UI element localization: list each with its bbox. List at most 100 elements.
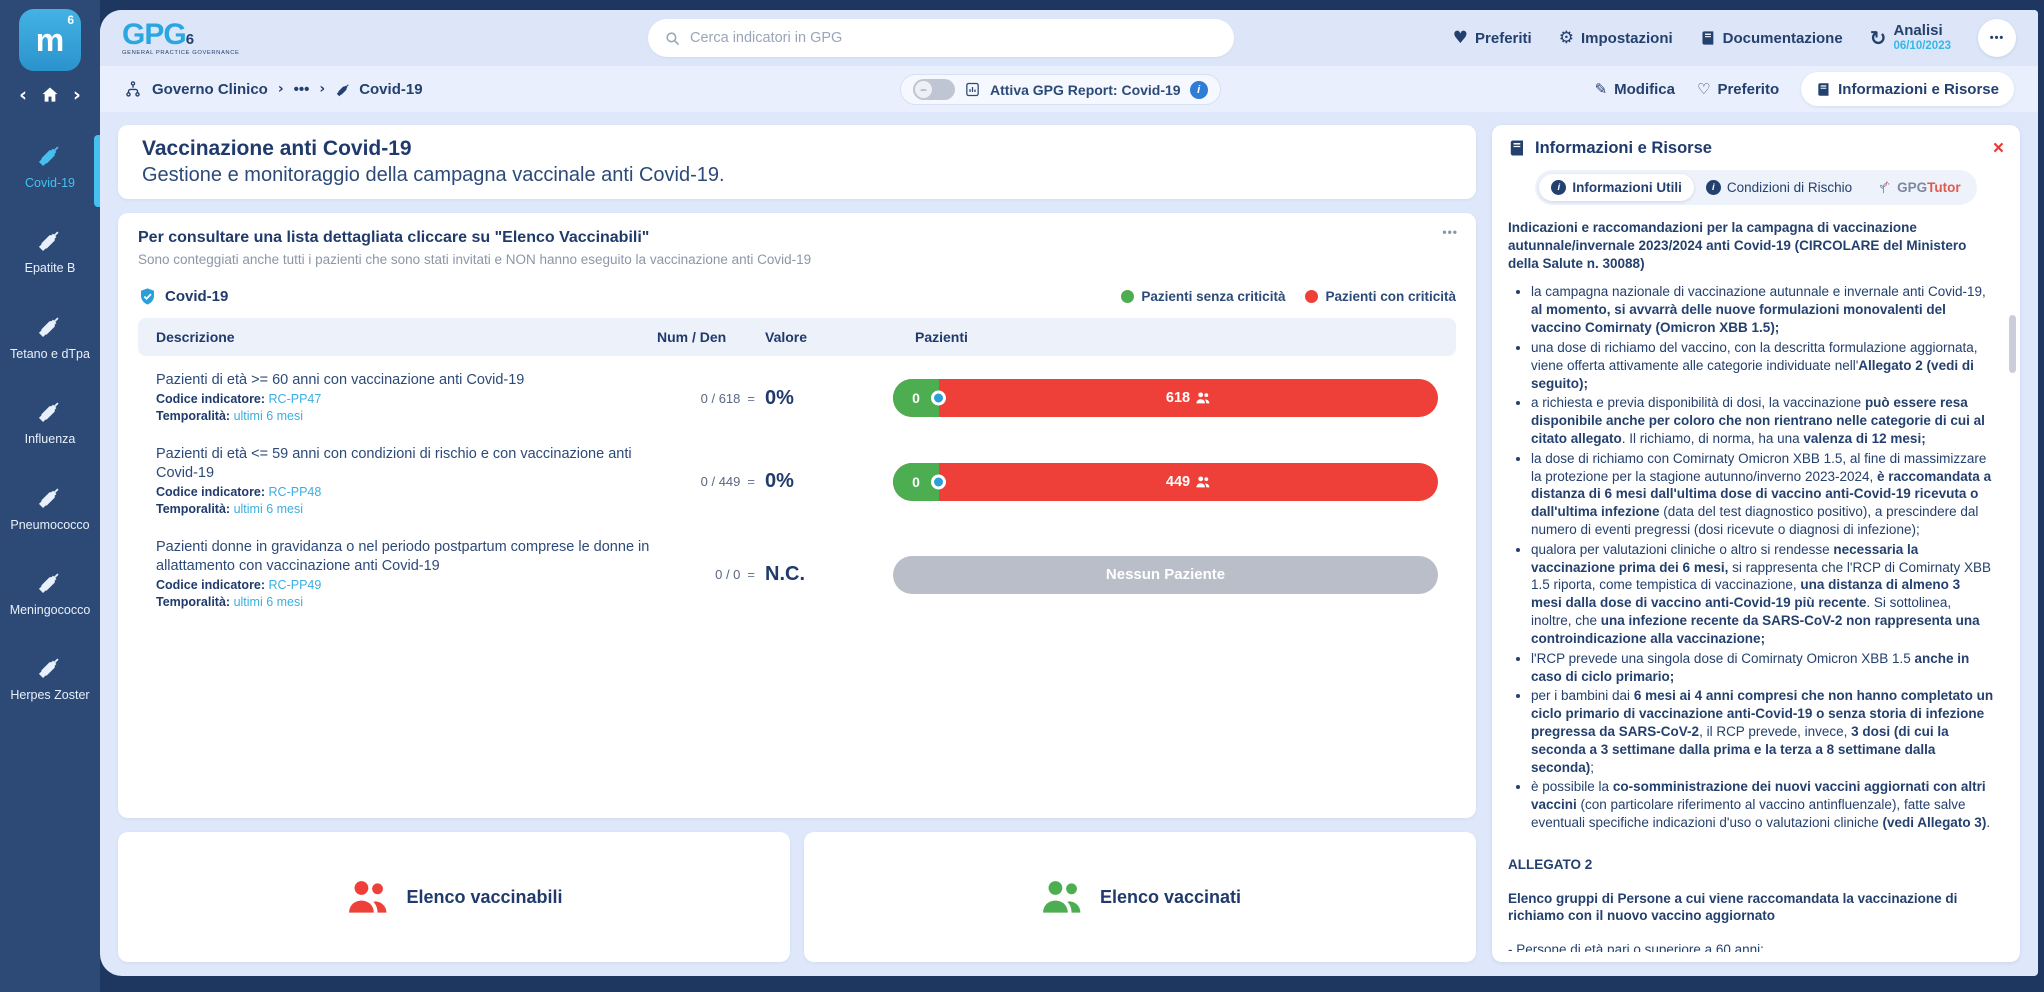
indicator-code[interactable]: RC-PP49 bbox=[268, 577, 322, 592]
breadcrumb: Governo Clinico › ••• › Covid-19 bbox=[124, 80, 423, 98]
col-valore: Valore bbox=[765, 329, 808, 345]
sidebar-item-tetano[interactable]: Tetano e dTpa bbox=[0, 298, 100, 374]
bar-critical-segment: 449 bbox=[939, 463, 1438, 501]
allegato-title: ALLEGATO 2 bbox=[1508, 856, 1593, 872]
indicator-code[interactable]: RC-PP48 bbox=[268, 484, 322, 499]
analysis-button[interactable]: ↻ Analisi 06/10/2023 bbox=[1870, 23, 1951, 52]
more-menu-button[interactable]: ••• bbox=[1978, 19, 2016, 57]
documentation-label: Documentazione bbox=[1722, 29, 1843, 47]
heart-icon: ♥ bbox=[1452, 28, 1469, 48]
indicator-description: Pazienti donne in gravidanza o nel perio… bbox=[156, 538, 650, 575]
col-num-den: Num / Den bbox=[657, 329, 727, 345]
favorites-button[interactable]: ♥ Preferiti bbox=[1453, 28, 1532, 48]
people-icon bbox=[1196, 476, 1210, 488]
info-icon: i bbox=[1551, 180, 1567, 195]
patients-bar[interactable]: 0 618 bbox=[893, 379, 1438, 418]
scrollbar-thumb[interactable] bbox=[2009, 315, 2016, 373]
info-bullet: una dose di richiamo del vaccino, con la… bbox=[1531, 339, 1994, 392]
patients-bar[interactable]: 0 449 bbox=[893, 462, 1438, 501]
syringe-icon bbox=[336, 83, 349, 96]
search-icon bbox=[666, 31, 680, 45]
search-input[interactable] bbox=[690, 30, 1218, 46]
info-icon: i bbox=[1705, 180, 1721, 195]
indicator-temporality[interactable]: ultimi 6 mesi bbox=[233, 502, 304, 517]
book-icon bbox=[1702, 31, 1713, 45]
vaccine-nav: Covid-19 Epatite B Tetano e dTpa Influen… bbox=[0, 127, 100, 725]
app-tile-letter: m bbox=[35, 21, 65, 58]
panel-body[interactable]: Indicazioni e raccomandazioni per la cam… bbox=[1508, 219, 2004, 952]
book-icon bbox=[1818, 82, 1829, 96]
sidebar-item-epatite-b[interactable]: Epatite B bbox=[0, 212, 100, 288]
chevron-right-icon: › bbox=[277, 81, 284, 97]
nav-forward-icon[interactable]: › bbox=[73, 83, 81, 106]
edit-label: Modifica bbox=[1614, 80, 1675, 98]
num-den-value: 0 / 0 = bbox=[715, 567, 755, 583]
edit-button[interactable]: ✎ Modifica bbox=[1595, 80, 1675, 98]
sidebar-item-label: Tetano e dTpa bbox=[10, 346, 90, 361]
people-icon-red bbox=[349, 881, 387, 913]
sidebar-item-meningococco[interactable]: Meningococco bbox=[0, 554, 100, 630]
indicator-temporality[interactable]: ultimi 6 mesi bbox=[233, 409, 304, 424]
elenco-vaccinabili-label: Elenco vaccinabili bbox=[406, 886, 563, 907]
num-den-value: 0 / 618 = bbox=[700, 390, 755, 406]
col-descrizione: Descrizione bbox=[156, 329, 235, 345]
legend-item-critical: Pazienti con criticità bbox=[1305, 289, 1456, 304]
report-icon bbox=[966, 82, 979, 97]
bar-marker-icon bbox=[931, 474, 946, 490]
breadcrumb-root[interactable]: Governo Clinico bbox=[152, 80, 268, 98]
syringe-icon bbox=[38, 317, 59, 337]
documentation-button[interactable]: Documentazione bbox=[1700, 29, 1843, 47]
settings-label: Impostazioni bbox=[1580, 29, 1673, 47]
tab-condizioni-di-rischio[interactable]: i Condizioni di Rischio bbox=[1694, 174, 1864, 201]
hierarchy-icon bbox=[126, 81, 140, 97]
top-nav: ♥ Preferiti ⚙ Impostazioni Documentazion… bbox=[1453, 19, 2016, 57]
settings-button[interactable]: ⚙ Impostazioni bbox=[1559, 28, 1673, 48]
allegato-item: - Persone di età pari o superiore a 60 a… bbox=[1508, 942, 1764, 952]
search-bar[interactable] bbox=[648, 19, 1234, 57]
info-bullet: qualora per valutazioni cliniche o altro… bbox=[1531, 541, 1994, 648]
info-resources-panel: Informazioni e Risorse × i Informazioni … bbox=[1492, 125, 2020, 962]
home-icon[interactable] bbox=[40, 85, 60, 105]
legend: Pazienti senza criticità Pazienti con cr… bbox=[1121, 289, 1456, 304]
panel-title: Informazioni e Risorse bbox=[1535, 138, 1712, 157]
patients-bar-empty: Nessun Paziente bbox=[893, 555, 1438, 594]
indicator-temporality[interactable]: ultimi 6 mesi bbox=[233, 595, 304, 610]
sidebar-item-covid-19[interactable]: Covid-19 bbox=[0, 127, 100, 207]
breadcrumb-bar: Governo Clinico › ••• › Covid-19 − Attiv… bbox=[100, 66, 2038, 112]
info-bullet: la campagna nazionale di vaccinazione au… bbox=[1531, 283, 1994, 336]
allegato-section: ALLEGATO 2 Elenco gruppi di Persone a cu… bbox=[1508, 856, 1994, 952]
group-header: Covid-19 bbox=[138, 287, 228, 306]
report-toggle-switch[interactable]: − bbox=[913, 79, 955, 100]
refresh-icon: ↻ bbox=[1869, 25, 1887, 50]
sidebar-item-pneumococco[interactable]: Pneumococco bbox=[0, 469, 100, 545]
card-menu-button[interactable]: ••• bbox=[1442, 225, 1458, 239]
info-bullet: la dose di richiamo con Comirnaty Omicro… bbox=[1531, 450, 1994, 539]
syringe-icon bbox=[38, 402, 59, 423]
tab-informazioni-utili[interactable]: i Informazioni Utili bbox=[1539, 174, 1694, 201]
indicator-value: 0% bbox=[765, 386, 794, 409]
toggle-off-mark: − bbox=[919, 82, 927, 97]
nav-back-icon[interactable]: ‹ bbox=[19, 83, 27, 106]
panel-tabs: i Informazioni Utili i Condizioni di Ris… bbox=[1535, 170, 1977, 205]
elenco-vaccinati-button[interactable]: Elenco vaccinati bbox=[804, 832, 1476, 962]
app-logo-tile[interactable]: m 6 bbox=[19, 9, 81, 71]
sidebar-item-label: Pneumococco bbox=[10, 517, 90, 532]
indicator-value: 0% bbox=[765, 470, 794, 493]
indicators-card-title: Per consultare una lista dettagliata cli… bbox=[138, 229, 650, 246]
tab-gpgtutor[interactable]: GPGTutor bbox=[1864, 174, 1973, 201]
sidebar-item-herpes-zoster[interactable]: Herpes Zoster bbox=[0, 639, 100, 715]
gpg-logo[interactable]: GPG6 GENERAL PRACTICE GOVERNANCE bbox=[122, 19, 239, 57]
breadcrumb-ellipsis[interactable]: ••• bbox=[293, 80, 310, 98]
main-area: GPG6 GENERAL PRACTICE GOVERNANCE ♥ Prefe… bbox=[100, 10, 2038, 976]
green-dot-icon bbox=[1121, 290, 1135, 303]
indicator-code[interactable]: RC-PP47 bbox=[268, 391, 322, 406]
content-area: Vaccinazione anti Covid-19 Gestione e mo… bbox=[100, 112, 2038, 976]
close-icon[interactable]: × bbox=[1992, 137, 2004, 159]
info-resources-button[interactable]: Informazioni e Risorse bbox=[1801, 72, 2014, 106]
plant-icon bbox=[1880, 181, 1890, 194]
sidebar-item-influenza[interactable]: Influenza bbox=[0, 383, 100, 459]
favorite-button[interactable]: ♡ Preferito bbox=[1697, 80, 1779, 98]
logo-version: 6 bbox=[185, 30, 194, 48]
info-icon[interactable]: i bbox=[1189, 80, 1208, 99]
elenco-vaccinabili-button[interactable]: Elenco vaccinabili bbox=[118, 832, 790, 962]
